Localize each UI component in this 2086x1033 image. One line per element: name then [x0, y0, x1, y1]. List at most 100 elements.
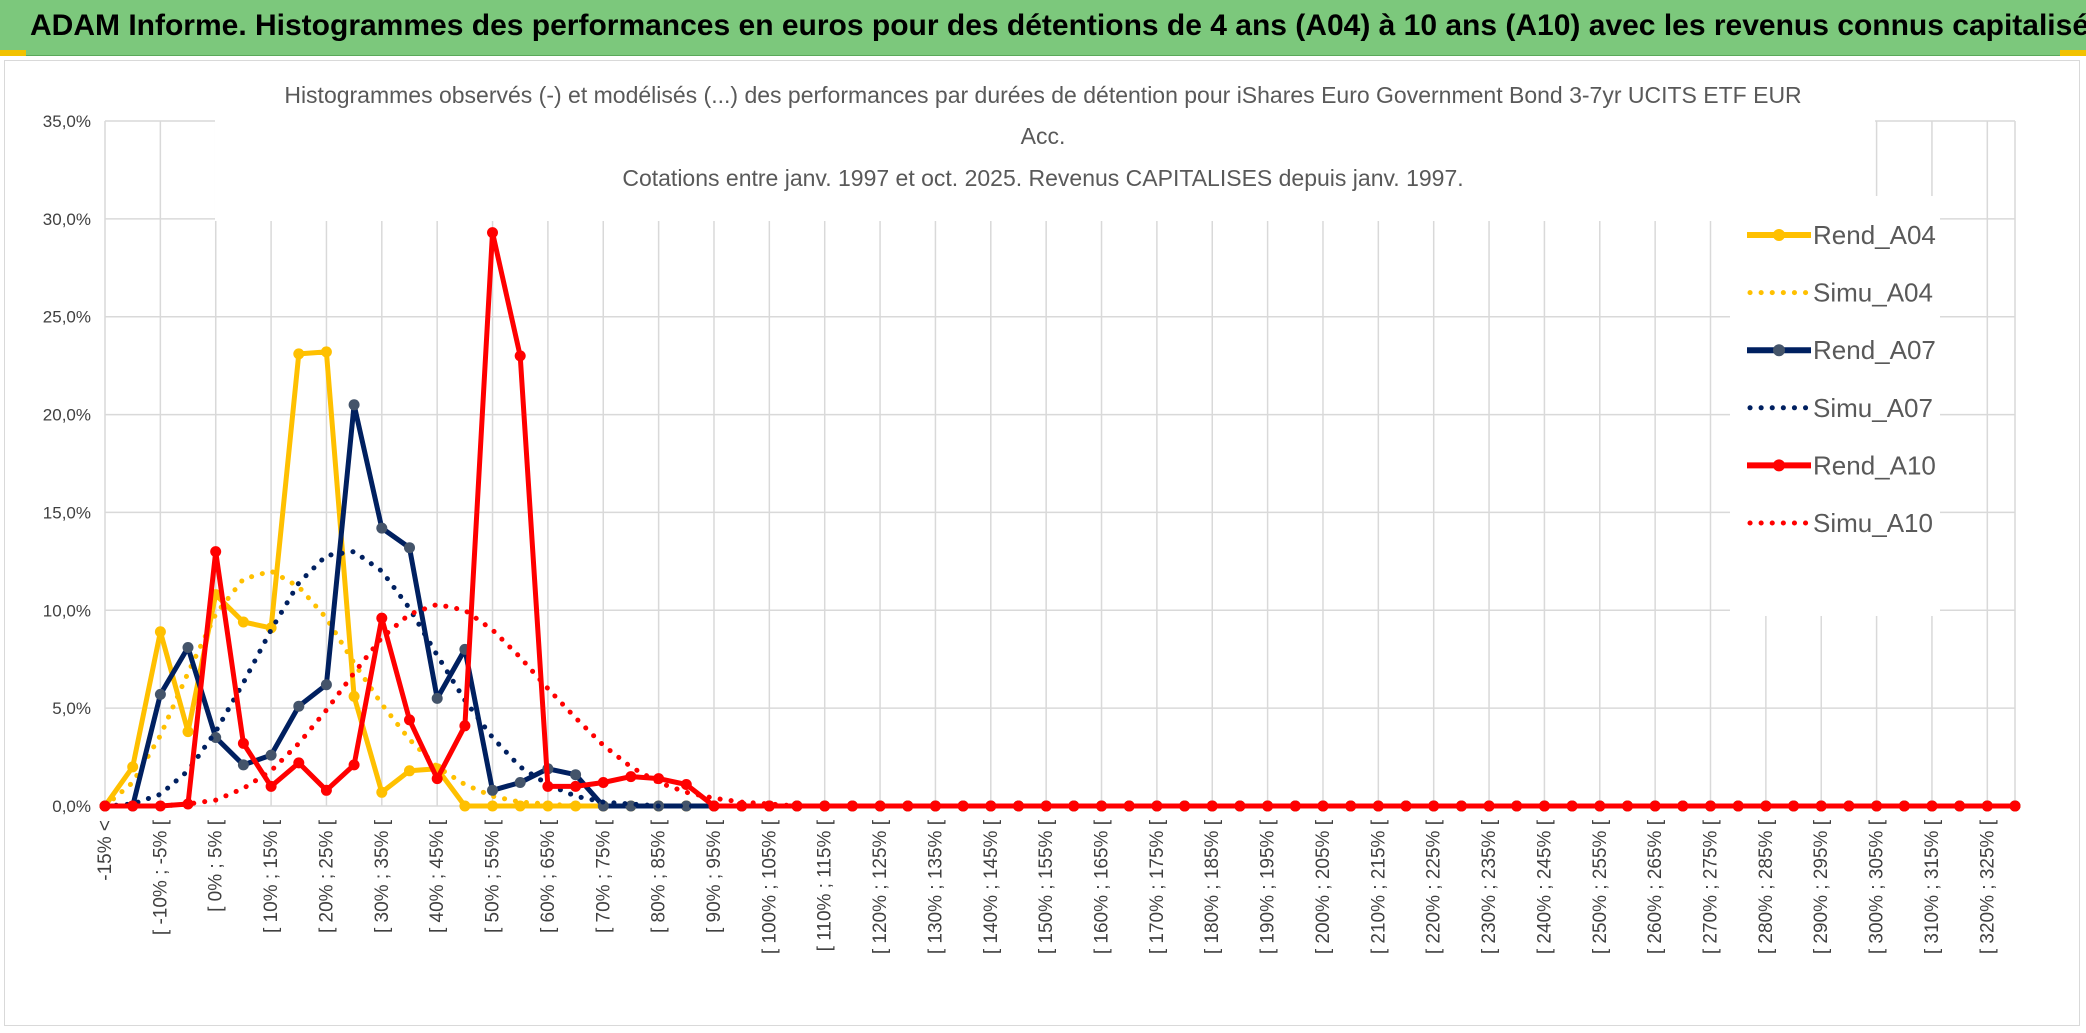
- legend-marker: [1773, 229, 1785, 241]
- data-point-Rend_A07: [680, 800, 692, 812]
- x-tick-label: [ 140% ; 145% [: [981, 819, 1002, 954]
- y-tick-label: 10,0%: [43, 601, 91, 620]
- series-line-Simu_A07: [102, 549, 2018, 809]
- x-tick-label: [ 310% ; 315% [: [1922, 819, 1943, 954]
- legend-marker: [1773, 344, 1785, 357]
- legend-entry-Rend_A10: Rend_A10: [1747, 450, 1936, 480]
- data-point-Rend_A07: [154, 688, 166, 700]
- data-point-Rend_A10: [265, 780, 277, 792]
- chart-title-line: Acc.: [1021, 123, 1066, 149]
- data-point-Rend_A07: [210, 732, 222, 743]
- data-point-Rend_A10: [1732, 800, 1744, 812]
- y-tick-label: 35,0%: [43, 112, 91, 131]
- data-point-Rend_A04: [487, 800, 498, 812]
- legend-label: Rend_A10: [1813, 450, 1936, 480]
- data-point-Rend_A10: [210, 546, 222, 558]
- chart-title: Histogrammes observés (-) et modélisés (…: [215, 81, 1875, 221]
- data-point-Rend_A07: [570, 769, 582, 781]
- data-point-Rend_A04: [237, 616, 249, 628]
- data-point-Rend_A10: [985, 800, 997, 812]
- chart-title-line: Cotations entre janv. 1997 et oct. 2025.…: [622, 165, 1463, 191]
- x-tick-label: [ -10% ; -5% [: [150, 819, 171, 935]
- data-point-Rend_A10: [597, 777, 609, 788]
- x-tick-label: [ 20% ; 25% [: [316, 819, 337, 933]
- data-point-Rend_A04: [293, 348, 305, 360]
- y-tick-label: 15,0%: [43, 503, 91, 522]
- data-point-Rend_A04: [570, 800, 582, 812]
- data-point-Rend_A07: [625, 800, 637, 812]
- legend: Rend_A04 Simu_A04 Rend_A07 Simu_A07 Rend_A10…: [1730, 196, 1940, 616]
- data-point-Rend_A10: [1262, 800, 1274, 812]
- data-point-Rend_A04: [320, 346, 332, 358]
- legend-background: [1730, 196, 1940, 616]
- x-tick-label: [ 230% ; 235% [: [1479, 819, 1500, 954]
- x-tick-label: [ 130% ; 135% [: [925, 819, 946, 954]
- data-point-Rend_A04: [514, 800, 526, 812]
- x-tick-label: [ 80% ; 85% [: [649, 819, 670, 933]
- x-tick-label: [ 280% ; 285% [: [1756, 819, 1777, 954]
- legend-entry-Simu_A04: Simu_A04: [1747, 278, 1933, 308]
- x-tick-label: -15% <: [95, 820, 116, 881]
- data-point-Rend_A10: [514, 350, 526, 362]
- data-point-Rend_A10: [1538, 800, 1550, 812]
- data-point-Rend_A07: [293, 700, 305, 712]
- x-tick-label: [ 200% ; 205% [: [1313, 819, 1334, 954]
- data-point-Rend_A10: [1954, 800, 1966, 812]
- y-tick-label: 20,0%: [43, 406, 91, 425]
- x-tick-label: [ 260% ; 265% [: [1645, 819, 1666, 954]
- y-tick-label: 25,0%: [43, 308, 91, 327]
- data-point-Rend_A10: [459, 720, 471, 732]
- data-point-Rend_A07: [597, 800, 609, 812]
- data-point-Rend_A07: [348, 399, 360, 411]
- data-point-Rend_A10: [1428, 800, 1440, 812]
- data-point-Rend_A10: [1096, 800, 1107, 812]
- data-point-Rend_A10: [376, 612, 388, 624]
- legend-entry-Simu_A07: Simu_A07: [1747, 393, 1933, 423]
- data-point-Rend_A07: [376, 522, 388, 534]
- data-point-Rend_A10: [1206, 800, 1218, 812]
- data-point-Rend_A04: [154, 626, 166, 638]
- data-point-Rend_A10: [1483, 800, 1495, 812]
- data-point-Rend_A10: [1372, 800, 1384, 812]
- series-line-Rend_A07: [105, 402, 2015, 809]
- x-tick-label: [ 300% ; 305% [: [1867, 819, 1888, 954]
- x-tick-label: [ 240% ; 245% [: [1534, 819, 1555, 954]
- legend-label: Rend_A04: [1813, 220, 1936, 250]
- data-point-Rend_A10: [320, 784, 332, 796]
- data-point-Rend_A10: [1317, 800, 1329, 812]
- data-point-Rend_A10: [2009, 800, 2021, 812]
- data-point-Rend_A10: [237, 737, 249, 749]
- data-point-Rend_A10: [1760, 800, 1772, 812]
- data-point-Rend_A10: [1705, 800, 1716, 812]
- series: [99, 227, 2021, 812]
- x-tick-label: [ 150% ; 155% [: [1036, 819, 1057, 954]
- data-point-Rend_A10: [127, 800, 139, 812]
- chart-title-line: Histogrammes observés (-) et modélisés (…: [284, 82, 1801, 108]
- x-tick-label: [ 190% ; 195% [: [1258, 819, 1279, 954]
- data-point-Rend_A10: [1677, 800, 1689, 812]
- x-tick-label: [ 270% ; 275% [: [1701, 819, 1722, 954]
- data-point-Rend_A10: [431, 773, 443, 785]
- legend-entry-Simu_A10: Simu_A10: [1747, 508, 1933, 538]
- series-line-Rend_A04: [102, 349, 2015, 809]
- y-tick-label: 5,0%: [52, 699, 91, 718]
- data-point-Rend_A10: [708, 800, 720, 812]
- x-tick-label: [ 290% ; 295% [: [1811, 819, 1832, 954]
- data-point-Rend_A10: [404, 714, 415, 726]
- data-point-Rend_A10: [819, 800, 831, 812]
- legend-label: Simu_A07: [1813, 393, 1933, 423]
- x-tick-label: [ 10% ; 15% [: [261, 819, 282, 933]
- x-tick-label: [ 0% ; 5% [: [206, 819, 227, 912]
- data-point-Rend_A10: [874, 800, 886, 812]
- data-point-Rend_A10: [542, 780, 554, 792]
- data-point-Rend_A10: [1040, 800, 1052, 812]
- chart-area: Histogrammes observés (-) et modélisés (…: [4, 60, 2080, 1026]
- data-point-Rend_A07: [487, 784, 498, 796]
- data-point-Rend_A10: [625, 771, 637, 783]
- y-tick-label: 30,0%: [43, 210, 91, 229]
- series-Simu_A04: [102, 568, 2018, 809]
- data-point-Rend_A10: [487, 227, 498, 239]
- report-banner: ADAM Informe. Histogrammes des performan…: [0, 0, 2086, 56]
- legend-label: Rend_A07: [1813, 335, 1936, 365]
- data-point-Rend_A10: [680, 779, 692, 790]
